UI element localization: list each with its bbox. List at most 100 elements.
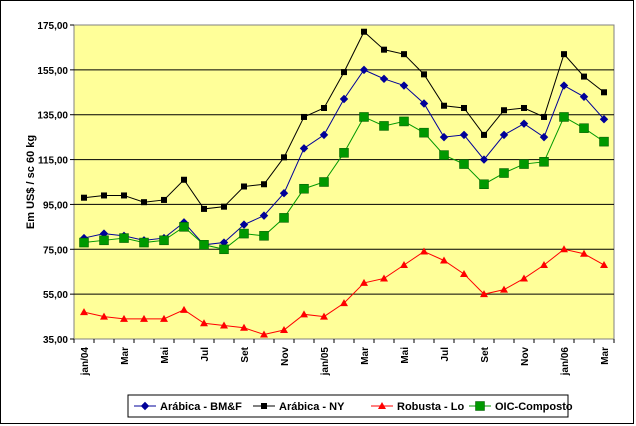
- data-point: [160, 314, 168, 322]
- data-point: [239, 228, 249, 239]
- data-point: [421, 71, 427, 78]
- data-point: [320, 312, 328, 320]
- x-tick-label: jan/05: [320, 347, 331, 377]
- data-point: [101, 192, 107, 199]
- data-point: [139, 237, 149, 248]
- data-point: [580, 249, 588, 257]
- data-point: [199, 240, 209, 250]
- data-point: [321, 104, 327, 111]
- legend-label: Robusta - Lo: [397, 401, 464, 413]
- data-point: [559, 81, 569, 90]
- data-point: [81, 194, 87, 201]
- data-point: [600, 260, 608, 268]
- data-point: [499, 168, 509, 178]
- data-point: [501, 107, 507, 114]
- data-point: [259, 211, 269, 220]
- data-point: [439, 150, 449, 160]
- data-point: [560, 245, 568, 253]
- data-point: [79, 237, 89, 248]
- series-group: [79, 28, 609, 338]
- data-point: [459, 130, 469, 140]
- data-point: [239, 220, 249, 229]
- data-point: [140, 314, 148, 322]
- data-point: [599, 136, 609, 147]
- data-point: [300, 310, 308, 318]
- data-point: [601, 89, 607, 96]
- legend-label: Arábica - BM&F: [160, 401, 242, 413]
- data-point: [479, 179, 489, 189]
- y-tick-label: 135,00: [37, 111, 68, 122]
- data-point: [459, 159, 469, 169]
- series-2: [80, 245, 608, 338]
- legend-marker: [475, 401, 485, 411]
- data-point: [179, 222, 189, 232]
- data-point: [541, 113, 547, 120]
- x-tick-label: jan/06: [560, 347, 571, 377]
- data-point: [141, 199, 147, 206]
- data-point: [339, 148, 349, 158]
- data-point: [439, 132, 449, 142]
- data-point: [399, 116, 409, 127]
- data-point: [221, 203, 227, 210]
- data-point: [480, 290, 488, 298]
- y-tick-label: 115,00: [38, 156, 68, 167]
- data-point: [299, 183, 309, 194]
- y-tick-label: 175,00: [37, 21, 68, 32]
- data-point: [559, 112, 569, 122]
- data-point: [440, 256, 448, 264]
- x-tick-label: jan/04: [80, 347, 91, 377]
- data-point: [361, 28, 367, 35]
- data-point: [301, 113, 307, 120]
- data-point: [280, 326, 288, 334]
- data-point: [260, 330, 268, 338]
- data-point: [461, 104, 467, 111]
- data-point: [181, 176, 187, 183]
- data-point: [599, 114, 609, 124]
- data-point: [120, 314, 128, 322]
- data-point: [100, 312, 108, 320]
- legend-label: OIC-Composto: [495, 401, 573, 413]
- data-point: [341, 69, 347, 76]
- data-point: [379, 74, 389, 84]
- data-point: [261, 181, 267, 188]
- legend-box: [127, 394, 569, 418]
- x-tick-label: Nov: [520, 347, 531, 366]
- data-point: [201, 205, 207, 212]
- data-point: [380, 274, 388, 282]
- x-tick-label: Mar: [120, 347, 131, 365]
- data-point: [220, 321, 228, 329]
- x-tick-label: Set: [480, 346, 491, 362]
- data-point: [281, 154, 287, 161]
- data-point: [481, 131, 487, 138]
- data-point: [159, 235, 169, 246]
- legend-marker: [378, 402, 386, 409]
- data-point: [259, 231, 269, 241]
- y-tick-labels: 35,00 55,00 75,00 95,00 115,00 135,00 155,00 17…: [37, 21, 74, 346]
- data-point: [180, 305, 188, 313]
- data-point: [279, 213, 289, 223]
- legend-item: Arábica - NY: [253, 401, 345, 413]
- legend-item: OIC-Composto: [469, 401, 573, 413]
- legend-marker: [140, 401, 150, 411]
- data-point: [441, 102, 447, 109]
- legend-item: Arábica - BM&F: [134, 401, 242, 413]
- data-point: [460, 269, 468, 277]
- data-point: [80, 308, 88, 316]
- data-point: [499, 130, 509, 140]
- data-point: [340, 299, 348, 307]
- series-3: [79, 112, 609, 255]
- data-point: [161, 196, 167, 203]
- y-tick-label: 35,00: [43, 335, 68, 346]
- y-tick-label: 155,00: [37, 66, 68, 77]
- legend-item: Robusta - Lo: [371, 401, 464, 413]
- data-point: [219, 244, 229, 255]
- data-point: [519, 159, 529, 169]
- data-point: [540, 260, 548, 268]
- legend: Arábica - BM&F Arábica - NY Robusta - Lo OI…: [134, 401, 573, 413]
- plot-area: [73, 24, 615, 340]
- data-point: [419, 127, 429, 138]
- x-tick-label: Set: [240, 346, 251, 362]
- x-tick-label: Nov: [280, 347, 291, 366]
- data-point: [279, 189, 289, 198]
- data-point: [119, 233, 129, 243]
